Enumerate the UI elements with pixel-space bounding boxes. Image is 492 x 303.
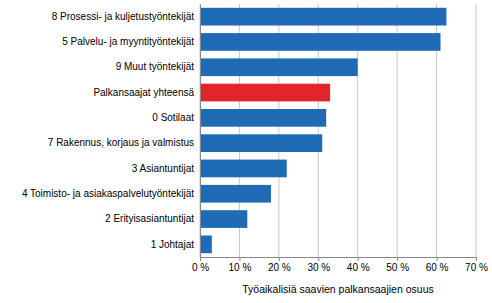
tick-label: 0 % (192, 262, 209, 273)
category-tick: 5 Palvelu- ja myyntityöntekijät (62, 36, 200, 47)
bar (200, 58, 358, 76)
tick-mark (437, 257, 438, 261)
grid-line (200, 4, 201, 257)
tick-mark (318, 257, 319, 261)
x-axis: 0 % 10 % 20 % 30 % 40 % 50 % 60 % 70 % (192, 257, 488, 273)
category-tick: Palkansaajat yhteensä (93, 87, 200, 98)
bar (200, 134, 322, 152)
tick: 60 % (426, 257, 449, 273)
y-axis-line (200, 5, 201, 258)
tick-label: 60 % (426, 262, 449, 273)
category-label: Palkansaajat yhteensä (93, 87, 194, 98)
tick: 50 % (386, 257, 409, 273)
plot: 0 % 10 % 20 % 30 % 40 % 50 % 60 % 70 % 8 Prosess… (22, 4, 488, 273)
bar (200, 235, 212, 253)
category-label: 5 Palvelu- ja myyntityöntekijät (62, 36, 194, 47)
category-tick: 9 Muut työntekijät (116, 61, 200, 72)
tick-label: 50 % (386, 262, 409, 273)
x-axis-title: Työaikalisiä saavien palkansaajien osuus (242, 283, 433, 295)
tick: 20 % (268, 257, 291, 273)
tick: 30 % (307, 257, 330, 273)
tick-label: 10 % (229, 262, 252, 273)
tick-label: 70 % (465, 262, 488, 273)
category-label: 7 Rakennus, korjaus ja valmistus (48, 137, 194, 148)
tick: 0 % (192, 257, 209, 273)
bar (200, 160, 287, 178)
bar (200, 185, 271, 203)
grid (200, 4, 476, 257)
category-tick: 7 Rakennus, korjaus ja valmistus (48, 137, 200, 148)
category-label: 2 Erityisasiantuntijat (105, 213, 194, 224)
tick: 40 % (347, 257, 370, 273)
bars (200, 8, 446, 253)
category-label: 1 Johtajat (151, 239, 195, 250)
tick: 10 % (229, 257, 252, 273)
grid-line (476, 4, 477, 257)
category-label: 0 Sotilaat (152, 112, 194, 123)
category-tick: 1 Johtajat (151, 239, 200, 250)
category-label: 4 Toimisto- ja asiakaspalvelutyöntekijät (22, 188, 194, 199)
tick-mark (476, 257, 477, 261)
category-tick: 8 Prosessi- ja kuljetustyöntekijät (52, 11, 200, 22)
x-axis-line (201, 258, 477, 262)
tick-label: 30 % (307, 262, 330, 273)
bar (200, 210, 247, 228)
tick: 70 % (465, 257, 488, 273)
y-axis: 8 Prosessi- ja kuljetustyöntekijät 5 Palv… (22, 5, 201, 258)
category-tick: 2 Erityisasiantuntijat (105, 213, 200, 224)
tick-mark (358, 257, 359, 261)
bar (200, 84, 330, 102)
chart: 0 % 10 % 20 % 30 % 40 % 50 % 60 % 70 % 8 Prosess… (0, 0, 492, 303)
tick-mark (200, 257, 201, 261)
category-label: 8 Prosessi- ja kuljetustyöntekijät (52, 11, 195, 22)
tick-mark (239, 257, 240, 261)
tick-label: 20 % (268, 262, 291, 273)
category-label: 3 Asiantuntijat (132, 163, 194, 174)
tick-mark (397, 257, 398, 261)
category-tick: 4 Toimisto- ja asiakaspalvelutyöntekijät (22, 188, 200, 199)
bar (200, 109, 326, 127)
category-label: 9 Muut työntekijät (116, 61, 195, 72)
bar (200, 33, 441, 51)
tick-label: 40 % (347, 262, 370, 273)
category-tick: 0 Sotilaat (152, 112, 200, 123)
category-tick: 3 Asiantuntijat (132, 163, 200, 174)
bar (200, 8, 446, 26)
tick-mark (279, 257, 280, 261)
